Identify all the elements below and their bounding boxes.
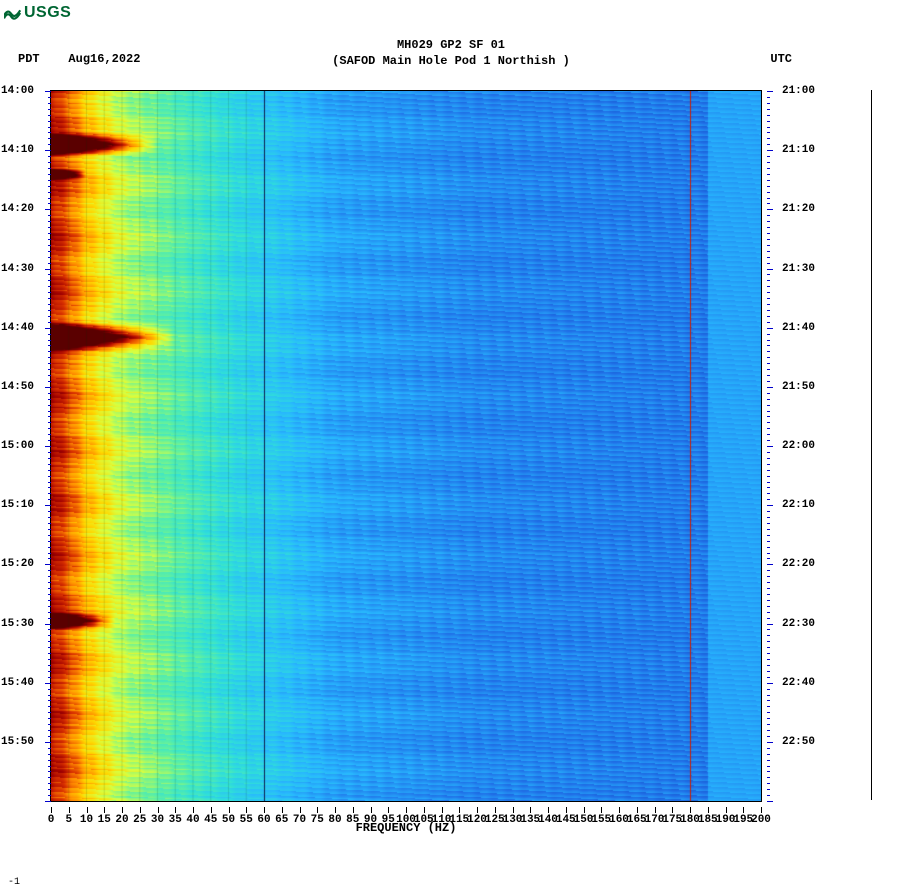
y-left-label: 15:50 <box>1 736 34 748</box>
wave-icon <box>4 6 22 20</box>
y-left-label: 14:40 <box>1 322 34 334</box>
left-date: Aug16,2022 <box>68 52 140 66</box>
left-tz: PDT <box>18 52 40 66</box>
y-left-label: 15:40 <box>1 677 34 689</box>
spectrogram-plot: 14:0014:1014:2014:3014:4014:5015:0015:10… <box>50 90 762 802</box>
y-right-label: 22:00 <box>782 440 815 452</box>
side-bar <box>871 90 872 800</box>
spectrogram-canvas <box>51 91 761 801</box>
footer-mark: -1 <box>8 877 20 888</box>
logo-text: USGS <box>24 4 71 22</box>
chart-title: MH029 GP2 SF 01 <box>0 38 902 52</box>
y-left-label: 14:00 <box>1 85 34 97</box>
y-left-label: 14:30 <box>1 263 34 275</box>
y-right-label: 22:50 <box>782 736 815 748</box>
header-right: UTC <box>770 52 792 66</box>
y-right-label: 21:00 <box>782 85 815 97</box>
y-left-label: 15:20 <box>1 558 34 570</box>
y-right-label: 21:20 <box>782 203 815 215</box>
y-left-label: 15:10 <box>1 499 34 511</box>
y-right-label: 22:30 <box>782 618 815 630</box>
y-left-label: 15:00 <box>1 440 34 452</box>
x-axis-title: FREQUENCY (HZ) <box>51 821 761 835</box>
header-left: PDT Aug16,2022 <box>18 52 140 66</box>
y-right-label: 21:50 <box>782 381 815 393</box>
y-left-label: 14:50 <box>1 381 34 393</box>
y-left-label: 14:20 <box>1 203 34 215</box>
y-right-label: 21:30 <box>782 263 815 275</box>
y-right-label: 22:10 <box>782 499 815 511</box>
y-right-label: 22:40 <box>782 677 815 689</box>
y-left-label: 15:30 <box>1 618 34 630</box>
y-right-label: 21:10 <box>782 144 815 156</box>
y-left-label: 14:10 <box>1 144 34 156</box>
y-right-label: 21:40 <box>782 322 815 334</box>
y-right-label: 22:20 <box>782 558 815 570</box>
usgs-logo: USGS <box>4 4 71 22</box>
